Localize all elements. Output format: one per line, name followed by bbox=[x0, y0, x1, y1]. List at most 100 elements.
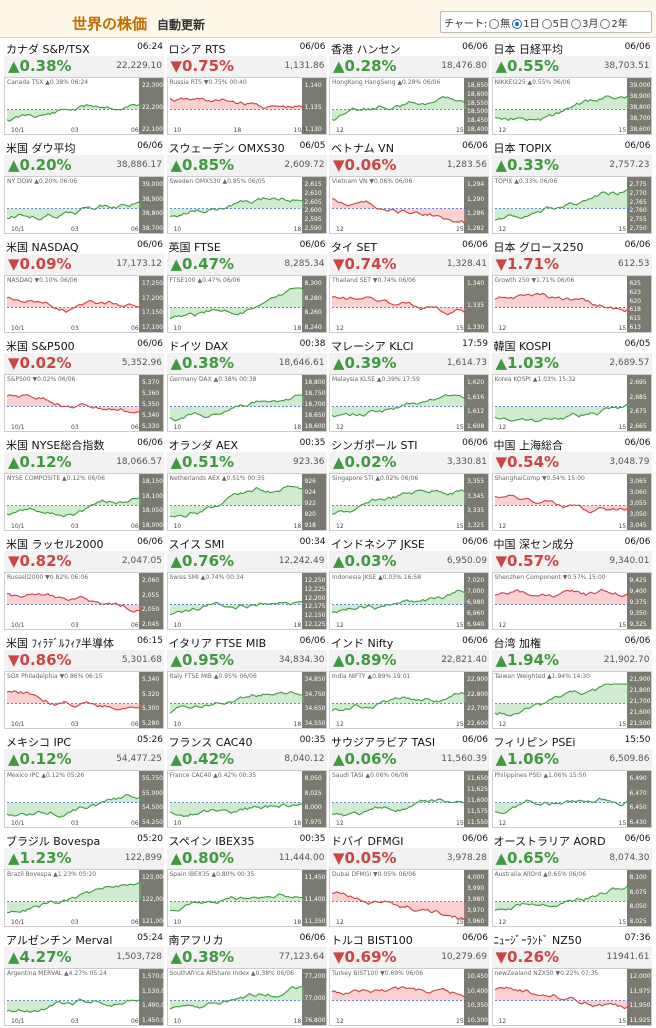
mini-chart[interactable]: Italy FTSE MIB ▲0.95% 06/06 34,850 34,750 3… bbox=[166, 671, 327, 729]
market-cell[interactable]: トルコ BIST100 06/06 ▼0.69% 10,279.69 Turkey BI… bbox=[328, 931, 490, 1028]
market-cell[interactable]: 日本 グロース250 06/06 ▼1.71% 612.53 Growth 250 ▼1… bbox=[491, 238, 653, 335]
market-name[interactable]: 中国 上海総合 bbox=[493, 439, 564, 452]
market-cell[interactable]: ドバイ DFMGI 06/06 ▼0.05% 3,978.28 Dubai DFMGI … bbox=[328, 832, 490, 929]
mini-chart[interactable]: Malaysia KLSE ▲0.39% 17:59 1,620 1,616 1,61… bbox=[329, 374, 489, 432]
market-name[interactable]: カナダ S&P/TSX bbox=[6, 43, 90, 56]
market-name[interactable]: インド Nifty bbox=[331, 637, 394, 650]
mini-chart[interactable]: Swiss SMI ▲0.74% 00:34 12,250 12,225 12,200… bbox=[166, 572, 327, 630]
mini-chart[interactable]: SouthAfrica AllShare Index ▲0.38% 06/06 7… bbox=[166, 968, 327, 1026]
market-cell[interactable]: オランダ AEX 00:35 ▲0.51% 923.36 Netherlands AEX… bbox=[166, 436, 328, 533]
market-cell[interactable]: 米国 ダウ平均 06/06 ▲0.20% 38,886.17 NY DOW ▲0.20%… bbox=[3, 139, 165, 236]
mini-chart[interactable]: Dubai DFMGI ▼0.05% 06/06 4,000 3,990 3,980 3… bbox=[329, 869, 489, 927]
market-cell[interactable]: 米国 S&P500 06/06 ▼0.02% 5,352.96 S&P500 ▼0.02… bbox=[3, 337, 165, 434]
market-name[interactable]: 米国 ダウ平均 bbox=[6, 142, 76, 155]
mini-chart[interactable]: Saudi TASI ▲0.06% 06/06 11,650 11,625 11,60… bbox=[329, 770, 489, 828]
mini-chart[interactable]: France CAC40 ▲0.42% 00:35 8,050 8,025 8,000… bbox=[166, 770, 327, 828]
market-cell[interactable]: タイ SET 06/06 ▼0.74% 1,328.41 Thailand SET ▼0… bbox=[328, 238, 490, 335]
market-name[interactable]: ロシア RTS bbox=[168, 43, 226, 56]
mini-chart[interactable]: NYSE COMPOSITE ▲0.12% 06/06 18,150 18,100 1… bbox=[4, 473, 164, 531]
market-cell[interactable]: ドイツ DAX 00:38 ▲0.38% 18,646.61 Germany DAX ▲… bbox=[166, 337, 328, 434]
market-name[interactable]: 日本 日経平均 bbox=[493, 43, 564, 56]
mini-chart[interactable]: Korea KOSPI ▲1.03% 15:32 2,695 2,685 2,675 2… bbox=[491, 374, 652, 432]
mini-chart[interactable]: newZealand NZX50 ▼0.22% 07:35 12,000 11,97… bbox=[491, 968, 652, 1026]
mini-chart[interactable]: Sweden OMXS30 ▲0.85% 06/05 2,615 2,610 2,60… bbox=[166, 176, 327, 234]
mini-chart[interactable]: Australia AllOrd ▲0.65% 06/06 8,100 8,075 8… bbox=[491, 869, 652, 927]
market-cell[interactable]: 南アフリカ 06/06 ▲0.38% 77,123.64 SouthAfrica All… bbox=[166, 931, 328, 1028]
market-cell[interactable]: ロシア RTS 06/06 ▼0.75% 1,131.86 Russia RTS ▼0.… bbox=[166, 40, 328, 137]
period-radio-3[interactable] bbox=[571, 18, 582, 29]
market-name[interactable]: ブラジル Bovespa bbox=[6, 835, 101, 848]
market-cell[interactable]: マレーシア KLCI 17:59 ▲0.39% 1,614.73 Malaysia KL… bbox=[328, 337, 490, 434]
market-name[interactable]: アルゼンチン Merval bbox=[6, 934, 113, 947]
mini-chart[interactable]: Russell2000 ▼0.82% 06:06 2,060 2,055 2,050 2… bbox=[4, 572, 164, 630]
market-name[interactable]: ドイツ DAX bbox=[168, 340, 229, 353]
market-name[interactable]: 日本 グロース250 bbox=[493, 241, 584, 254]
market-cell[interactable]: ﾆｭｰｼﾞｰﾗﾝﾄﾞ NZ50 07:36 ▼0.26% 11941.61 newZea… bbox=[491, 931, 653, 1028]
market-cell[interactable]: フィリピン PSEi 15:50 ▲1.06% 6,509.86 Philippines… bbox=[491, 733, 653, 830]
market-name[interactable]: インドネシア JKSE bbox=[331, 538, 425, 551]
market-name[interactable]: 米国 NYSE総合指数 bbox=[6, 439, 105, 452]
market-name[interactable]: オーストラリア AORD bbox=[493, 835, 606, 848]
mini-chart[interactable]: Singapore STI ▲0.02% 06/06 3,355 3,345 3,33… bbox=[329, 473, 489, 531]
mini-chart[interactable]: Germany DAX ▲0.38% 00:38 18,800 18,750 18,7… bbox=[166, 374, 327, 432]
mini-chart[interactable]: Netherlands AEX ▲0.51% 00:35 926 924 922 920… bbox=[166, 473, 327, 531]
market-name[interactable]: ベトナム VN bbox=[331, 142, 394, 155]
market-cell[interactable]: メキシコ IPC 05:26 ▲0.12% 54,477.25 Mexico IPC ▲… bbox=[3, 733, 165, 830]
mini-chart[interactable]: NIKKEI225 ▲0.55% 06/06 39,000 38,900 38,800… bbox=[491, 77, 652, 135]
market-cell[interactable]: 米国 NYSE総合指数 06/06 ▲0.12% 18,066.57 NYSE COMP… bbox=[3, 436, 165, 533]
mini-chart[interactable]: Mexico IPC ▲0.12% 05:26 55,750 55,000 54,50… bbox=[4, 770, 164, 828]
market-cell[interactable]: ベトナム VN 06/06 ▼0.06% 1,283.56 Vietnam VN ▼0.… bbox=[328, 139, 490, 236]
mini-chart[interactable]: Indonesia JKSE ▲0.03% 16:58 7,020 7,000 6,9… bbox=[329, 572, 489, 630]
market-cell[interactable]: サウジアラビア TASI 06/06 ▲0.06% 11,560.39 Saudi TA… bbox=[328, 733, 490, 830]
market-name[interactable]: スイス SMI bbox=[168, 538, 225, 551]
market-name[interactable]: ﾆｭｰｼﾞｰﾗﾝﾄﾞ NZ50 bbox=[493, 934, 582, 947]
mini-chart[interactable]: SOX Philadelphia ▼0.86% 06:15 5,340 5,320 5… bbox=[4, 671, 164, 729]
mini-chart[interactable]: NASDAQ ▼0.10% 06/06 17,250 17,200 17,150 17,… bbox=[4, 275, 164, 333]
market-name[interactable]: 英国 FTSE bbox=[168, 241, 221, 254]
chart-period-selector[interactable]: チャート: 無 1日 5日 3月 2年 bbox=[440, 11, 652, 33]
mini-chart[interactable]: FTSE100 ▲0.47% 06/06 8,300 8,280 8,260 8,240… bbox=[166, 275, 327, 333]
market-cell[interactable]: 日本 日経平均 06/06 ▲0.55% 38,703.51 NIKKEI225 ▲0.… bbox=[491, 40, 653, 137]
market-cell[interactable]: 中国 上海総合 06/06 ▼0.54% 3,048.79 ShanghaiComp ▼… bbox=[491, 436, 653, 533]
market-cell[interactable]: 中国 深セン成分 06/06 ▼0.57% 9,340.01 Shenzhen Comp… bbox=[491, 535, 653, 632]
period-radio-4[interactable] bbox=[600, 18, 611, 29]
market-cell[interactable]: 香港 ハンセン 06/06 ▲0.28% 18,476.80 HongKong Hang… bbox=[328, 40, 490, 137]
market-cell[interactable]: 韓国 KOSPI 06/05 ▲1.03% 2,689.57 Korea KOSPI ▲… bbox=[491, 337, 653, 434]
mini-chart[interactable]: Argentina MERVAL ▲4.27% 05:241,570,0001,… bbox=[4, 968, 165, 1026]
market-cell[interactable]: 米国 ラッセル2000 06/06 ▼0.82% 2,047.05 Russell200… bbox=[3, 535, 165, 632]
period-radio-0[interactable] bbox=[489, 18, 500, 29]
mini-chart[interactable]: Growth 250 ▼1.71% 06/06 625 623 620 618 615 61… bbox=[491, 275, 652, 333]
market-name[interactable]: 香港 ハンセン bbox=[331, 43, 401, 56]
market-name[interactable]: シンガポール STI bbox=[331, 439, 418, 452]
mini-chart[interactable]: Thailand SET ▼0.74% 06/06 1,340 1,335 1,330… bbox=[329, 275, 489, 333]
market-cell[interactable]: オーストラリア AORD 06/06 ▲0.65% 8,074.30 Australia… bbox=[491, 832, 653, 929]
market-cell[interactable]: 日本 TOPIX 06/06 ▲0.33% 2,757.23 TOPIX ▲0.33% … bbox=[491, 139, 653, 236]
market-name[interactable]: メキシコ IPC bbox=[6, 736, 72, 749]
market-name[interactable]: マレーシア KLCI bbox=[331, 340, 414, 353]
market-cell[interactable]: アルゼンチン Merval 05:24 ▲4.27% 1,503,728 Argenti… bbox=[3, 931, 165, 1028]
market-cell[interactable]: スイス SMI 00:34 ▲0.76% 12,242.49 Swiss SMI ▲0.… bbox=[166, 535, 328, 632]
market-name[interactable]: ドバイ DFMGI bbox=[331, 835, 404, 848]
period-radio-1[interactable] bbox=[512, 18, 523, 29]
mini-chart[interactable]: Vietnam VN ▼0.06% 06/06 1,294 1,290 1,286 1,… bbox=[329, 176, 489, 234]
mini-chart[interactable]: Russia RTS ▼0.75% 00:40 1,140 1,135 1,130 10… bbox=[166, 77, 327, 135]
mini-chart[interactable]: TOPIX ▲0.33% 06/06 2,775 2,770 2,765 2,760 2,… bbox=[491, 176, 652, 234]
mini-chart[interactable]: Turkey BIST100 ▼0.69% 06/06 10,450 10,400 1… bbox=[329, 968, 489, 1026]
market-cell[interactable]: ブラジル Bovespa 05:20 ▲1.23% 122,899 Brazil Bov… bbox=[3, 832, 165, 929]
market-cell[interactable]: イタリア FTSE MIB 06/06 ▲0.95% 34,834.30 Italy F… bbox=[166, 634, 328, 731]
mini-chart[interactable]: Philippines PSEi ▲1.06% 15:50 6,490 6,470 6… bbox=[491, 770, 652, 828]
market-name[interactable]: サウジアラビア TASI bbox=[331, 736, 436, 749]
market-name[interactable]: スペイン IBEX35 bbox=[168, 835, 255, 848]
market-name[interactable]: オランダ AEX bbox=[168, 439, 239, 452]
mini-chart[interactable]: ShanghaiComp ▼0.54% 15:00 3,065 3,060 3,055… bbox=[491, 473, 652, 531]
market-cell[interactable]: インド Nifty 06/06 ▲0.89% 22,821.40 India NIFTY… bbox=[328, 634, 490, 731]
market-name[interactable]: フランス CAC40 bbox=[168, 736, 253, 749]
mini-chart[interactable]: Spain IBEX35 ▲0.80% 00:35 11,450 11,400 11,… bbox=[166, 869, 327, 927]
market-cell[interactable]: インドネシア JKSE 06/06 ▲0.03% 6,950.09 Indonesia … bbox=[328, 535, 490, 632]
market-cell[interactable]: 米国 ﾌｨﾗﾃﾞﾙﾌｨｱ半導体 06:15 ▼0.86% 5,301.68 SOX Ph… bbox=[3, 634, 165, 731]
market-name[interactable]: イタリア FTSE MIB bbox=[168, 637, 267, 650]
market-name[interactable]: トルコ BIST100 bbox=[331, 934, 413, 947]
market-name[interactable]: タイ SET bbox=[331, 241, 378, 254]
mini-chart[interactable]: S&P500 ▼0.02% 06/06 5,370 5,360 5,350 5,340 5… bbox=[4, 374, 164, 432]
market-name[interactable]: 米国 NASDAQ bbox=[6, 241, 79, 254]
